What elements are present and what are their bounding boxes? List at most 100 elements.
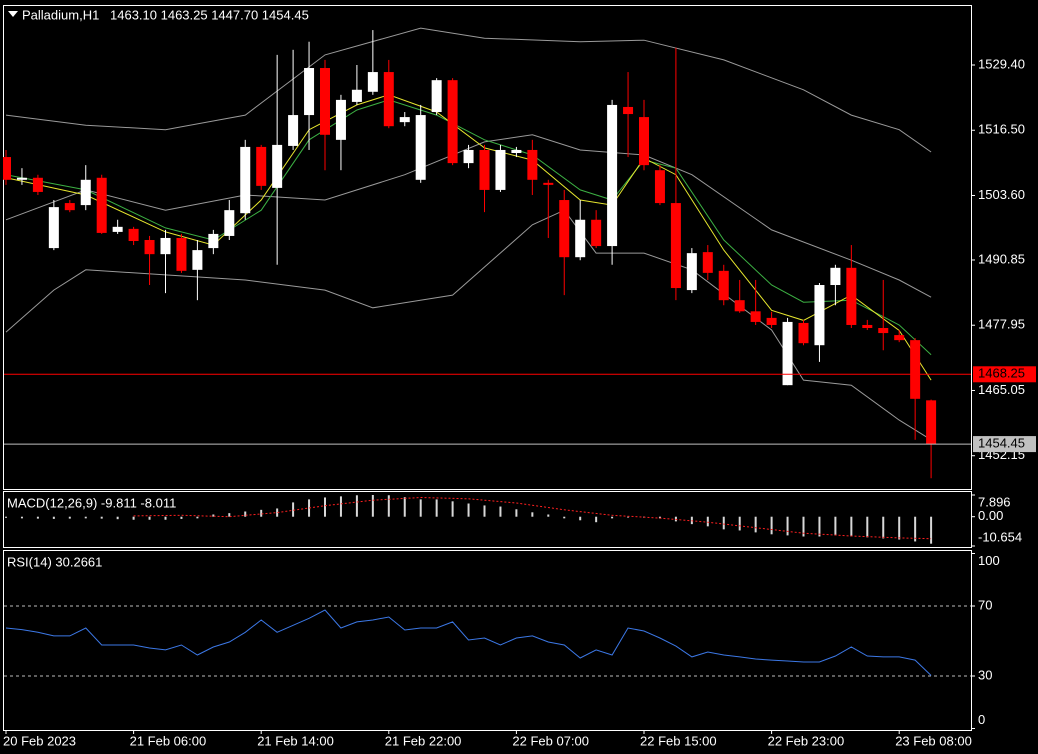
candle-body — [16, 177, 27, 180]
macd-title: MACD(12,26,9) -9.811 -8.011 — [7, 495, 176, 510]
candle-body — [654, 170, 665, 204]
candle-body — [415, 115, 426, 180]
candle-body — [862, 324, 873, 329]
menu-arrow[interactable] — [8, 11, 18, 17]
candle-body — [766, 317, 777, 325]
candle-body — [128, 228, 139, 242]
candle-body — [256, 146, 267, 186]
y-tick-label: 0.00 — [978, 508, 1003, 523]
candle-body — [32, 177, 43, 192]
indicator-line — [5, 27, 932, 153]
candle-body — [399, 117, 410, 123]
candle-body — [351, 89, 362, 102]
candle-body — [670, 203, 681, 289]
candle-body — [798, 322, 809, 344]
candle-body — [272, 144, 283, 188]
candle-body — [320, 68, 330, 135]
candle-body — [559, 200, 570, 258]
candle-body — [878, 328, 889, 334]
x-tick-label: 22 Feb 15:00 — [640, 733, 717, 748]
candle-body — [144, 239, 155, 255]
candle-body — [926, 400, 937, 445]
candle-body — [208, 233, 219, 249]
y-tick-label: 100 — [978, 553, 1000, 568]
candle-body — [367, 72, 378, 92]
candle-body — [176, 237, 187, 271]
candle-body — [64, 203, 75, 211]
x-tick-label: 23 Feb 08:00 — [895, 733, 972, 748]
price-box — [973, 436, 1036, 453]
candle-body — [591, 219, 602, 247]
candle-body — [431, 80, 442, 113]
candle-body — [527, 149, 538, 180]
candle-body — [160, 237, 171, 255]
candle-body — [734, 300, 745, 312]
y-tick-label: 70 — [978, 597, 992, 612]
rsi-line — [5, 609, 932, 676]
indicator-line — [5, 134, 932, 298]
ohlc-header: 1463.10 1463.25 1447.70 1454.45 — [110, 7, 309, 22]
y-tick-label: 30 — [978, 667, 992, 682]
candle-body — [335, 99, 346, 140]
candle-body — [447, 80, 458, 164]
price-box-label: 1454.45 — [978, 436, 1025, 451]
candle-body — [48, 207, 59, 249]
y-tick-label: 1477.95 — [978, 317, 1025, 332]
candle-body — [830, 267, 841, 286]
candle-body — [383, 72, 394, 127]
x-tick-label: 21 Feb 06:00 — [130, 733, 207, 748]
y-tick-label: 1465.05 — [978, 382, 1025, 397]
candle-body — [846, 267, 857, 325]
candle-body — [288, 115, 299, 146]
price-box — [973, 366, 1036, 383]
y-tick-label: -10.654 — [978, 529, 1022, 544]
plot-area — [5, 609, 932, 676]
candle-body — [639, 117, 649, 166]
candle-body — [814, 285, 825, 346]
macd-panel — [3, 491, 972, 548]
candle-body — [304, 68, 315, 116]
candle-body — [240, 146, 251, 214]
candle-body — [463, 149, 474, 164]
candle-body — [3, 157, 11, 180]
rsi-title: RSI(14) 30.2661 — [7, 554, 102, 569]
x-tick-label: 21 Feb 22:00 — [385, 733, 462, 748]
candle-body — [607, 104, 618, 247]
candle-body — [782, 321, 793, 386]
plot-area — [5, 495, 933, 544]
y-tick-label: 7.896 — [978, 494, 1011, 509]
candle-body — [910, 340, 921, 399]
candle-body — [686, 253, 697, 291]
candle-body — [192, 250, 203, 270]
candle-body — [495, 149, 506, 190]
y-tick-label: 1529.40 — [978, 56, 1025, 71]
candle-body — [112, 226, 123, 232]
signal-line — [133, 496, 932, 540]
x-tick-label: 20 Feb 2023 — [3, 733, 76, 748]
plot-area — [3, 27, 937, 479]
y-tick-label: 0 — [978, 712, 985, 727]
rsi-panel — [3, 550, 972, 731]
y-tick-label: 1516.50 — [978, 122, 1025, 137]
candle-body — [718, 270, 729, 301]
candle-body — [479, 149, 490, 190]
x-tick-label: 22 Feb 23:00 — [768, 733, 845, 748]
candle-body — [702, 252, 713, 273]
x-tick-label: 21 Feb 14:00 — [257, 733, 334, 748]
x-tick-label: 22 Feb 07:00 — [512, 733, 589, 748]
y-tick-label: 1490.85 — [978, 251, 1025, 266]
chart-title: Palladium,H1 — [22, 7, 99, 22]
price-box-label: 1468.25 — [978, 366, 1025, 381]
candle-body — [575, 219, 586, 258]
candle-body — [543, 182, 554, 185]
candle-body — [623, 106, 634, 115]
candle-body — [224, 210, 235, 236]
y-tick-label: 1503.60 — [978, 187, 1025, 202]
candle-body — [750, 311, 761, 322]
candle-body — [96, 177, 107, 233]
candle-body — [511, 149, 522, 153]
candle-body — [80, 179, 91, 206]
main-panel — [3, 5, 972, 490]
